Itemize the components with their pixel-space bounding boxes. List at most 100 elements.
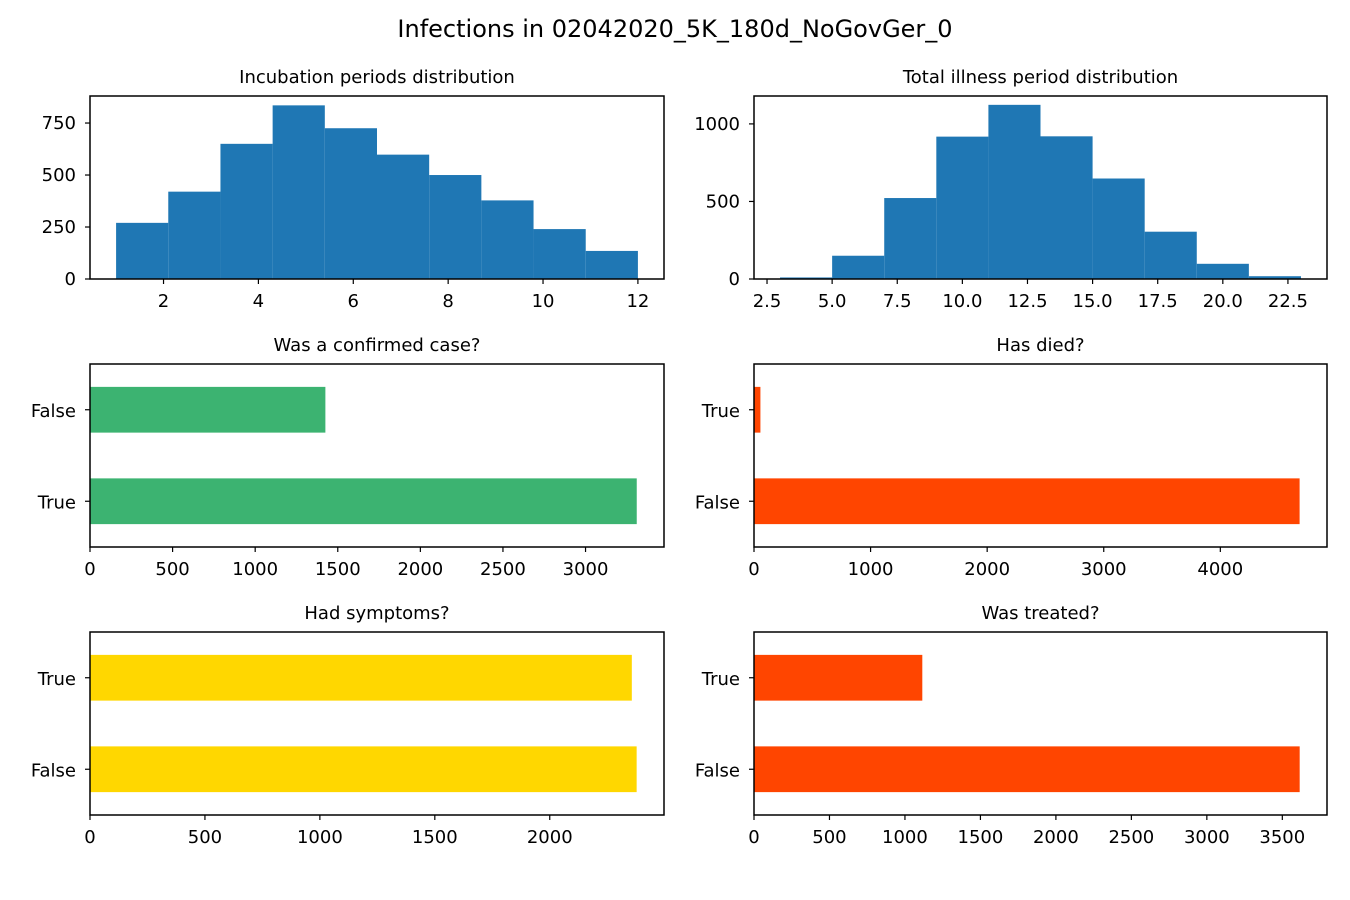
x-tick-label: 2500 bbox=[480, 559, 526, 580]
subplot-title: Total illness period distribution bbox=[902, 67, 1178, 88]
subplot-total-illness: Total illness period distribution 2.5 5.0 7… bbox=[694, 67, 1328, 312]
x-tick-label: 3000 bbox=[1081, 559, 1127, 580]
y-tick-label: 0 bbox=[729, 269, 740, 290]
histogram-bar bbox=[936, 136, 989, 279]
histogram-bar bbox=[1040, 136, 1093, 279]
bar-false bbox=[90, 386, 326, 433]
histogram-bar bbox=[884, 198, 937, 279]
category-label: True bbox=[37, 492, 76, 513]
x-tick-label: 4000 bbox=[1197, 559, 1243, 580]
histogram-bar bbox=[988, 104, 1041, 279]
x-tick-label: 10 bbox=[532, 291, 555, 312]
x-tick-label: 12 bbox=[626, 291, 649, 312]
x-tick-label: 2000 bbox=[964, 559, 1010, 580]
y-tick-label: 0 bbox=[65, 269, 76, 290]
x-tick-label: 6 bbox=[348, 291, 359, 312]
subplot-had-symptoms: Had symptoms? False True 0 500 1000 1500 2000 bbox=[31, 603, 665, 848]
bar-false bbox=[90, 746, 637, 793]
subplot-title: Was treated? bbox=[981, 603, 1099, 624]
histogram-bar bbox=[1144, 231, 1197, 279]
histogram-bar bbox=[377, 154, 430, 279]
y-tick-label: 1000 bbox=[694, 114, 740, 135]
x-tick-label: 0 bbox=[748, 559, 759, 580]
x-tick-label: 500 bbox=[155, 559, 189, 580]
x-tick-label: 1500 bbox=[412, 827, 458, 848]
bar-true bbox=[754, 386, 761, 433]
histogram-bar bbox=[1248, 276, 1301, 279]
x-tick-label: 20.0 bbox=[1203, 291, 1243, 312]
subplot-title: Incubation periods distribution bbox=[239, 67, 515, 88]
x-tick-label: 3000 bbox=[563, 559, 609, 580]
axes-frame bbox=[753, 95, 1328, 280]
x-tick-label: 1000 bbox=[232, 559, 278, 580]
x-tick-label: 2.5 bbox=[753, 291, 782, 312]
category-label: True bbox=[701, 401, 740, 422]
subplot-title: Had symptoms? bbox=[304, 603, 449, 624]
category-label: False bbox=[695, 492, 740, 513]
x-tick-label: 0 bbox=[84, 559, 95, 580]
x-tick-label: 8 bbox=[442, 291, 453, 312]
histogram-bar bbox=[272, 105, 325, 279]
x-tick-label: 12.5 bbox=[1007, 291, 1047, 312]
x-tick-label: 2000 bbox=[1033, 827, 1079, 848]
axes-frame bbox=[89, 631, 665, 816]
x-tick-label: 17.5 bbox=[1138, 291, 1178, 312]
x-tick-label: 15.0 bbox=[1073, 291, 1113, 312]
x-tick-label: 1000 bbox=[848, 559, 894, 580]
histogram-bar bbox=[585, 250, 638, 279]
x-tick-label: 1500 bbox=[315, 559, 361, 580]
bar-true bbox=[754, 654, 923, 701]
x-tick-label: 10.0 bbox=[942, 291, 982, 312]
x-tick-label: 0 bbox=[84, 827, 95, 848]
x-tick-label: 2 bbox=[158, 291, 169, 312]
x-tick-label: 1500 bbox=[958, 827, 1004, 848]
histogram-bar bbox=[324, 128, 377, 279]
histogram-bar bbox=[116, 222, 169, 279]
subplot-title: Has died? bbox=[996, 335, 1084, 356]
histogram-bar bbox=[533, 229, 586, 279]
histogram-bar bbox=[481, 200, 534, 279]
x-tick-label: 2000 bbox=[397, 559, 443, 580]
subplot-has-died: Has died? False True 0 1000 2000 3000 4000 bbox=[695, 335, 1328, 580]
histogram-bar bbox=[1196, 263, 1249, 279]
x-tick-label: 22.5 bbox=[1268, 291, 1308, 312]
histogram-bar bbox=[832, 255, 885, 279]
axes-frame bbox=[89, 95, 665, 280]
subplot-confirmed-case: Was a confirmed case? True False 0 500 1000 15… bbox=[31, 335, 665, 580]
subplot-was-treated: Was treated? False True 0 500 1000 1500 2000 250… bbox=[695, 603, 1328, 848]
histogram-bar bbox=[429, 175, 482, 279]
bar-true bbox=[90, 654, 632, 701]
category-label: False bbox=[695, 760, 740, 781]
x-tick-label: 500 bbox=[812, 827, 846, 848]
subplot-title: Was a confirmed case? bbox=[274, 335, 481, 356]
x-tick-label: 0 bbox=[748, 827, 759, 848]
category-label: True bbox=[701, 669, 740, 690]
subplot-incubation: Incubation periods distribution 2 4 6 8 10 12 0… bbox=[42, 67, 665, 312]
x-tick-label: 1000 bbox=[882, 827, 928, 848]
y-tick-label: 500 bbox=[706, 191, 740, 212]
axes-frame bbox=[89, 363, 665, 548]
x-tick-label: 2000 bbox=[527, 827, 573, 848]
x-tick-label: 5.0 bbox=[818, 291, 847, 312]
x-tick-label: 7.5 bbox=[883, 291, 912, 312]
x-tick-label: 3000 bbox=[1184, 827, 1230, 848]
bar-false bbox=[754, 478, 1300, 525]
figure-title: Infections in 02042020_5K_180d_NoGovGer_… bbox=[397, 15, 952, 43]
x-tick-label: 3500 bbox=[1259, 827, 1305, 848]
y-tick-label: 250 bbox=[42, 217, 76, 238]
axes-frame bbox=[753, 363, 1328, 548]
y-tick-label: 750 bbox=[42, 113, 76, 134]
y-tick-label: 500 bbox=[42, 165, 76, 186]
x-tick-label: 1000 bbox=[297, 827, 343, 848]
x-tick-label: 500 bbox=[188, 827, 222, 848]
category-label: False bbox=[31, 401, 76, 422]
bar-true bbox=[90, 478, 637, 525]
histogram-bar bbox=[780, 277, 833, 279]
category-label: False bbox=[31, 760, 76, 781]
histogram-bar bbox=[1092, 178, 1145, 279]
x-tick-label: 4 bbox=[253, 291, 264, 312]
bar-false bbox=[754, 746, 1300, 793]
x-tick-label: 2500 bbox=[1108, 827, 1154, 848]
histogram-bar bbox=[168, 191, 221, 279]
